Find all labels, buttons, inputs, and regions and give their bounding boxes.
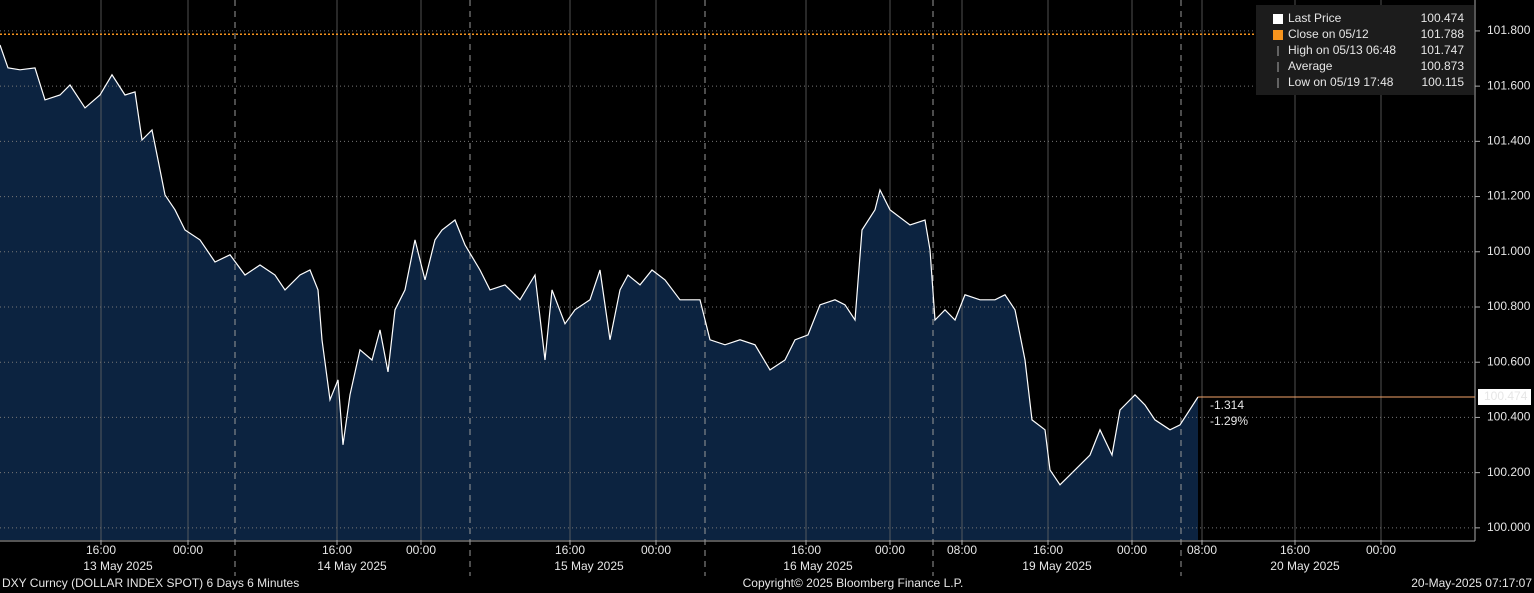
x-tick-label: 16:00 <box>555 543 585 557</box>
x-tick-label: 00:00 <box>173 543 203 557</box>
x-tick-label: 00:00 <box>1366 543 1396 557</box>
day-label: 16 May 2025 <box>783 559 853 573</box>
legend-value: 100.474 <box>1421 11 1465 25</box>
area-fill <box>0 45 1198 540</box>
x-tick-label: 16:00 <box>86 543 116 557</box>
x-tick-label: 00:00 <box>875 543 905 557</box>
y-tick-label: 100.600 <box>1487 354 1531 368</box>
legend-name: Last Price <box>1288 11 1342 25</box>
x-tick-label: 16:00 <box>1033 543 1063 557</box>
legend-name: Average <box>1288 59 1333 73</box>
change-label: -1.29% <box>1210 414 1248 428</box>
y-tick-label: 100.000 <box>1487 520 1531 534</box>
footer-left: DXY Curncy (DOLLAR INDEX SPOT) 6 Days 6 … <box>2 576 299 590</box>
day-label: 13 May 2025 <box>83 559 153 573</box>
legend-value: 100.873 <box>1421 59 1465 73</box>
x-tick-label: 08:00 <box>947 543 977 557</box>
y-tick-label: 100.400 <box>1487 410 1531 424</box>
x-tick-label: 16:00 <box>322 543 352 557</box>
y-tick-label: 100.800 <box>1487 299 1531 313</box>
legend-value: 101.788 <box>1421 27 1465 41</box>
legend: Last Price 100.474 Close on 05/12 101.788 Hi… <box>1256 5 1474 95</box>
day-label: 20 May 2025 <box>1270 559 1340 573</box>
x-tick-label: 16:00 <box>1280 543 1310 557</box>
legend-name: Close on 05/12 <box>1288 27 1369 41</box>
footer-right: 20-May-2025 07:17:07 <box>1411 576 1532 590</box>
x-tick-label: 16:00 <box>791 543 821 557</box>
change-label: -1.314 <box>1210 398 1244 412</box>
day-label: 19 May 2025 <box>1022 559 1092 573</box>
legend-value: 100.115 <box>1422 75 1465 89</box>
price-line <box>0 44 1199 486</box>
legend-name: Low on 05/19 17:48 <box>1288 75 1394 89</box>
y-tick-label: 101.200 <box>1487 189 1531 203</box>
y-tick-label: 101.000 <box>1487 244 1531 258</box>
day-label: 14 May 2025 <box>317 559 387 573</box>
x-tick-label: 00:00 <box>1117 543 1147 557</box>
legend-background <box>1256 5 1474 95</box>
legend-name: High on 05/13 06:48 <box>1288 43 1396 57</box>
legend-swatch <box>1273 14 1283 24</box>
legend-value: 101.747 <box>1421 43 1465 57</box>
footer-center: Copyright© 2025 Bloomberg Finance L.P. <box>743 576 964 590</box>
last-price-box <box>1478 388 1531 405</box>
y-tick-label: 100.200 <box>1487 465 1531 479</box>
x-tick-label: 00:00 <box>406 543 436 557</box>
day-label: 15 May 2025 <box>554 559 624 573</box>
x-tick-label: 08:00 <box>1187 543 1217 557</box>
last-price-label: 100.474 <box>1484 389 1528 403</box>
legend-swatch <box>1273 30 1283 40</box>
y-tick-label: 101.600 <box>1487 78 1531 92</box>
y-tick-label: 101.800 <box>1487 23 1531 37</box>
x-tick-label: 00:00 <box>641 543 671 557</box>
y-tick-label: 101.400 <box>1487 134 1531 148</box>
